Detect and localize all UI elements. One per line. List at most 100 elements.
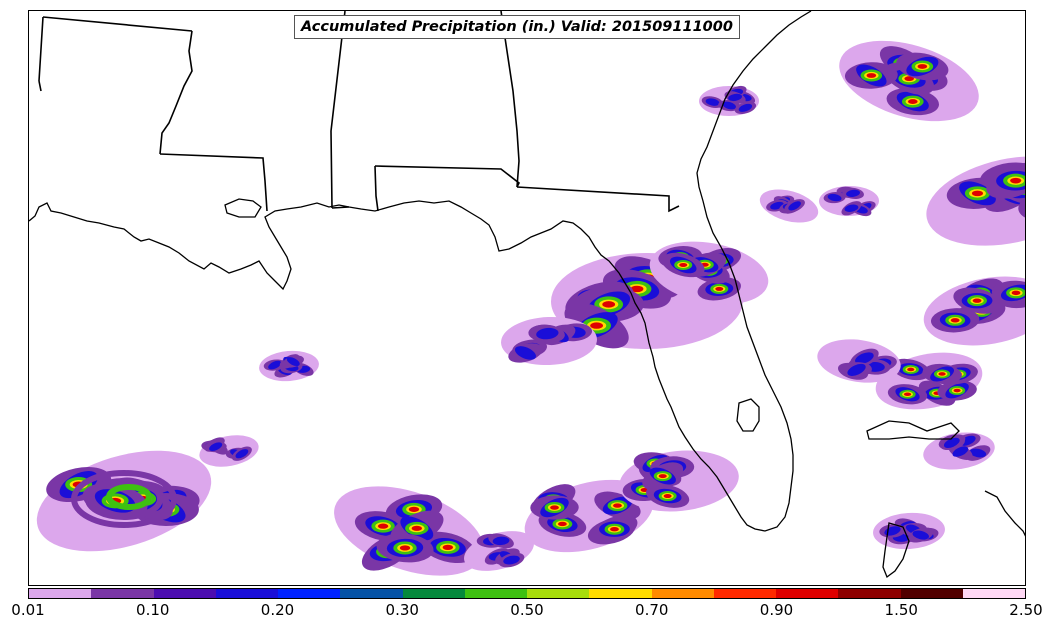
- precip-cell: [715, 286, 724, 291]
- coastline: [29, 11, 1025, 579]
- colorbar-segment: [402, 589, 465, 598]
- state-borders: [38, 11, 680, 213]
- precip-cell: [492, 536, 510, 546]
- colorbar-tick-label: 0.50: [510, 601, 544, 619]
- precip-cell: [938, 372, 946, 376]
- border-al-ga: [374, 165, 521, 188]
- precip-cell: [844, 204, 859, 212]
- precip-cell: [738, 103, 753, 112]
- precip-cell: [209, 442, 223, 451]
- precip-cell: [408, 506, 420, 512]
- colorbar-segment: [713, 589, 776, 598]
- colorbar-tick-label: 0.70: [635, 601, 669, 619]
- border-ms-al: [330, 11, 346, 209]
- precip-cell: [536, 327, 559, 340]
- precip-cell: [972, 298, 982, 303]
- precip-cell: [912, 530, 929, 540]
- precip-cell: [971, 190, 984, 197]
- precip-cell: [602, 301, 616, 308]
- map-title: Accumulated Precipitation (in.) Valid: 2…: [294, 15, 740, 39]
- coastline-bahamas-3: [984, 490, 1025, 537]
- precip-cell: [705, 98, 720, 106]
- colorbar-tick-label: 1.50: [884, 601, 918, 619]
- precip-cell: [514, 346, 536, 360]
- hurricane-band: [85, 478, 163, 520]
- precip-cell: [550, 505, 559, 510]
- precip-cell: [590, 322, 604, 329]
- border-ms-south: [159, 153, 268, 212]
- precip-cell: [953, 388, 961, 393]
- precip-cell: [907, 367, 915, 372]
- precipitation-overlay: [36, 40, 1025, 576]
- colorbar-tick-label: 0.01: [11, 601, 45, 619]
- colorbar-segment: [776, 589, 839, 598]
- precip-cell: [917, 64, 928, 69]
- precip-cell: [907, 99, 918, 104]
- precip-cell: [268, 360, 282, 370]
- colorbar-tick-label: 2.50: [1009, 601, 1043, 619]
- precip-cell: [827, 193, 842, 202]
- colorbar-segment: [527, 589, 590, 598]
- precip-cell: [377, 523, 389, 529]
- precip-cell: [557, 521, 567, 527]
- colorbar-segment: [464, 589, 527, 598]
- colorbar-segment: [962, 589, 1025, 598]
- lake-pontchartrain: [224, 198, 262, 218]
- precip-cell: [630, 285, 644, 293]
- precip-cell: [866, 73, 877, 78]
- colorbar-segment: [91, 589, 154, 598]
- precip-cell: [950, 318, 960, 323]
- precipitation-colorbar: [28, 588, 1026, 599]
- colorbar-segment: [651, 589, 714, 598]
- precip-cell: [855, 352, 874, 364]
- precip-cell: [1011, 290, 1021, 296]
- coastline-bahamas-2: [882, 522, 910, 579]
- precip-cell: [613, 503, 622, 508]
- colorbar-tick-label: 0.20: [260, 601, 295, 619]
- border-la-ms: [38, 16, 44, 92]
- colorbar-tick-label: 0.30: [385, 601, 419, 619]
- precip-cell: [658, 474, 667, 479]
- coastline-gulf: [29, 11, 812, 532]
- hurricane-band: [71, 470, 177, 528]
- precip-cell: [235, 449, 249, 459]
- coastline-bahamas-1: [866, 420, 960, 440]
- precip-cell: [442, 544, 454, 550]
- precip-cell: [788, 201, 801, 211]
- precip-cell: [846, 189, 860, 197]
- colorbar-tick-labels: 0.01 0.10 0.20 0.30 0.50 0.70 0.90 1.50 2.50: [0, 601, 1054, 625]
- precip-cell: [903, 392, 912, 397]
- precipitation-map: [29, 11, 1025, 579]
- lake-okeechobee: [736, 398, 760, 432]
- border-ms-tn: [42, 16, 193, 32]
- precip-cell: [847, 363, 866, 376]
- precip-cell: [943, 437, 960, 448]
- map-panel: [28, 10, 1026, 586]
- precip-cell: [286, 357, 300, 367]
- colorbar-segment: [838, 589, 901, 598]
- precip-cell: [1010, 177, 1022, 184]
- colorbar-segment: [278, 589, 341, 598]
- precip-cell: [722, 101, 736, 110]
- precip-cell: [411, 525, 423, 531]
- precip-cell: [399, 545, 411, 551]
- precip-cell: [679, 262, 688, 267]
- colorbar-segment: [29, 589, 92, 598]
- border-al-fl: [331, 165, 379, 212]
- border-ga-fl: [516, 186, 680, 213]
- precip-cell: [728, 93, 743, 102]
- precip-cell: [663, 494, 672, 499]
- precip-cell: [952, 446, 969, 457]
- colorbar-segment: [215, 589, 278, 598]
- colorbar-segment: [900, 589, 963, 598]
- colorbar-tick-label: 0.90: [759, 601, 794, 619]
- precip-cell: [969, 448, 987, 458]
- hurricane-band: [106, 484, 152, 510]
- border-ga-east: [500, 11, 520, 188]
- colorbar-segment: [153, 589, 216, 598]
- precip-cell: [904, 76, 914, 82]
- border-ms-east: [159, 30, 193, 155]
- precip-cell: [610, 527, 619, 532]
- colorbar-segment: [589, 589, 652, 598]
- precip-cell: [503, 555, 520, 565]
